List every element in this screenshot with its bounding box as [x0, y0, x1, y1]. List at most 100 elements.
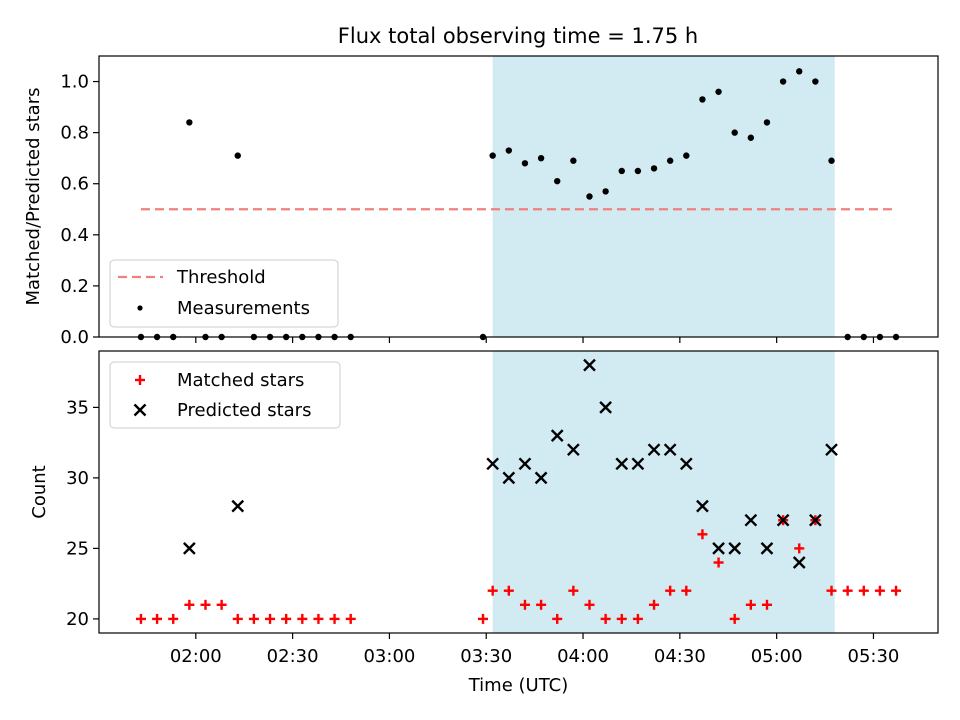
measurement-point	[812, 78, 819, 85]
matched-stars-points	[135, 515, 902, 624]
predicted-point-b	[502, 471, 516, 485]
measurement-point	[699, 96, 706, 103]
predicted-point-b	[679, 457, 693, 471]
predicted-point	[599, 401, 612, 414]
predicted-point	[825, 443, 838, 457]
top-plot-frame	[98, 55, 939, 338]
predicted-point	[534, 471, 548, 485]
matched-point	[874, 585, 885, 596]
matched-point	[232, 613, 243, 624]
predicted-point	[518, 457, 532, 471]
predicted-point-b	[728, 542, 742, 555]
predicted-point-b	[712, 542, 725, 555]
predicted-point	[760, 542, 774, 555]
bottom-x-tick-label: 03:30	[460, 646, 512, 667]
bottom-shaded-interval	[492, 351, 835, 633]
measurement-point	[186, 119, 193, 126]
measurement-point	[666, 157, 674, 164]
predicted-point-b	[696, 499, 709, 513]
measurement-point	[763, 119, 771, 126]
top-y-tick-label: 0.6	[60, 174, 89, 195]
top-y-tick-label: 0.0	[60, 327, 89, 348]
legend-threshold-label: Threshold	[176, 267, 266, 288]
matched-point	[794, 543, 805, 554]
predicted-point-b	[550, 429, 564, 442]
matched-point	[568, 585, 579, 596]
predicted-point-b	[518, 457, 532, 471]
predicted-point-b	[599, 401, 612, 414]
matched-point	[135, 613, 146, 624]
matched-point	[761, 599, 772, 610]
legend-measurement-swatch	[137, 305, 143, 311]
top-shaded-interval	[492, 56, 835, 337]
predicted-point	[647, 443, 661, 457]
measurement-point	[650, 165, 658, 172]
matched-point	[584, 599, 595, 610]
bottom-y-tick-label: 35	[66, 397, 89, 418]
matched-point	[842, 585, 853, 596]
bottom-x-tick-label: 02:30	[267, 646, 319, 667]
predicted-point-b	[809, 513, 822, 527]
predicted-point	[567, 443, 580, 457]
bottom-x-tick-label: 05:30	[848, 646, 900, 667]
predicted-point-b	[744, 513, 758, 527]
measurement-point	[234, 152, 241, 159]
measurement-point	[505, 147, 513, 154]
top-legend: Threshold Measurements	[109, 259, 339, 328]
matched-point	[729, 613, 740, 624]
measurement-point	[779, 78, 787, 85]
matched-point	[503, 585, 514, 596]
matched-point	[248, 613, 259, 624]
bottom-x-tick-label: 04:00	[557, 646, 609, 667]
measurement-point	[747, 134, 755, 141]
matched-point	[487, 585, 498, 596]
predicted-point	[792, 556, 806, 569]
legend-matched-swatch	[135, 375, 145, 385]
matched-point	[313, 613, 324, 624]
matched-point	[329, 613, 340, 624]
predicted-point-b	[615, 457, 629, 471]
predicted-stars-points	[183, 358, 838, 569]
measurement-point	[634, 167, 642, 175]
matched-point	[168, 613, 179, 624]
matched-point	[152, 613, 163, 624]
bottom-x-tick-label: 03:00	[363, 646, 415, 667]
predicted-point-b	[760, 542, 774, 555]
legend-predicted-swatch	[133, 403, 147, 417]
x-axis-label: Time (UTC)	[468, 675, 569, 696]
matched-point	[265, 613, 276, 624]
matched-point	[536, 599, 547, 610]
bottom-legend: Matched stars Predicted stars	[109, 361, 341, 429]
predicted-point-b	[231, 499, 245, 513]
predicted-point	[728, 542, 742, 555]
legend-matched-label: Matched stars	[177, 370, 304, 391]
predicted-point-b	[631, 457, 645, 471]
legend-predicted-label: Predicted stars	[177, 400, 311, 421]
predicted-point	[744, 513, 758, 527]
measurement-points	[137, 68, 900, 341]
top-legend-box	[109, 259, 339, 328]
top-y-tick-label: 1.0	[60, 72, 89, 93]
predicted-point-b	[583, 358, 596, 372]
predicted-point	[231, 499, 245, 513]
top-y-tick-label: 0.8	[60, 123, 89, 144]
top-y-axis: 0.0 0.2 0.4 0.6 0.8 1.0	[60, 72, 99, 348]
predicted-point	[183, 542, 196, 555]
bottom-x-tick-label: 02:00	[170, 646, 222, 667]
measurement-point	[554, 177, 561, 185]
predicted-point-b	[534, 471, 548, 485]
legend-matched-marker	[135, 375, 145, 385]
matched-point	[681, 585, 692, 596]
predicted-point-b	[792, 556, 806, 569]
measurement-point	[715, 88, 722, 95]
matched-point	[345, 613, 356, 624]
matched-point	[600, 613, 611, 624]
legend-predicted-marker-b	[133, 403, 147, 417]
predicted-point-b	[647, 443, 661, 457]
matched-point	[665, 585, 676, 596]
matched-point	[519, 599, 530, 610]
matched-point	[713, 557, 724, 568]
bottom-x-tick-label: 05:00	[751, 646, 803, 667]
